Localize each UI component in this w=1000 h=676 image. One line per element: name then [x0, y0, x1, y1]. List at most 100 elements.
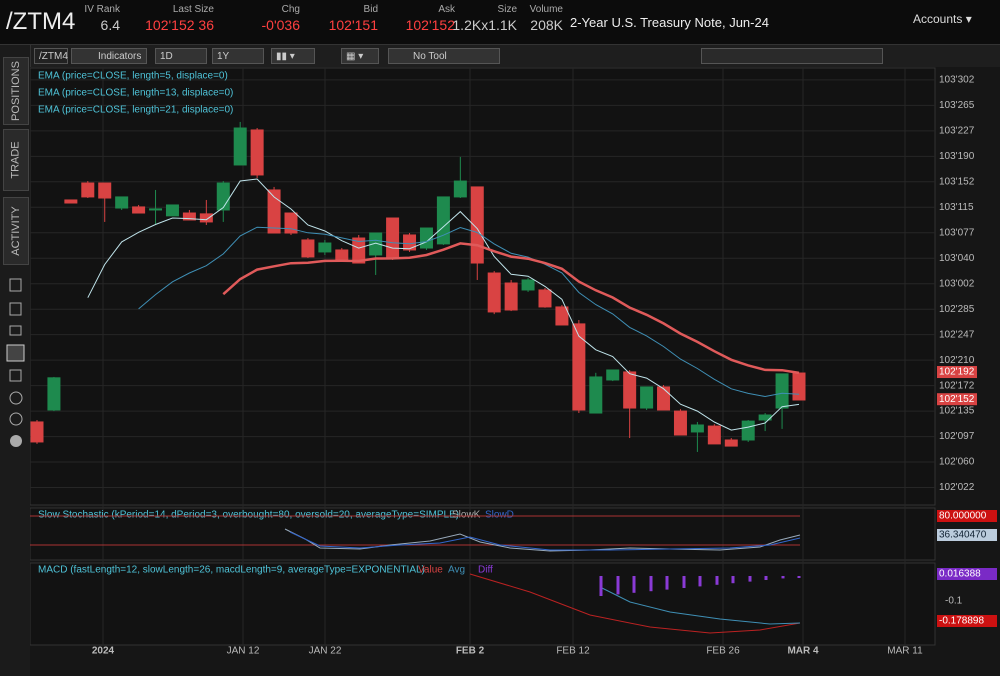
candle [115, 196, 129, 210]
icon[interactable] [9, 412, 23, 426]
tab-label[interactable]: ACTIVITY [10, 206, 23, 256]
field-label: Chg [281, 4, 300, 15]
candle [165, 204, 179, 217]
candle-body [335, 249, 349, 261]
tool-select[interactable]: No Tool [388, 48, 500, 64]
quote-field: Bid 102'151 [329, 4, 378, 33]
field-value: 208K [530, 17, 563, 33]
candle-body [64, 199, 78, 204]
candle [690, 421, 704, 452]
y-tick-label: 103'227 [939, 125, 975, 136]
icon[interactable] [9, 391, 23, 405]
icon[interactable] [9, 325, 22, 336]
candle [521, 278, 535, 292]
candle-body [640, 386, 654, 409]
sidebar-tab[interactable]: POSITIONS [3, 57, 29, 125]
stoch-tag [937, 529, 997, 541]
macd-hist [616, 576, 620, 595]
candle [487, 271, 501, 315]
candle [640, 386, 654, 410]
field-value: 102'152 [405, 17, 455, 33]
field-label: Bid [363, 4, 378, 15]
candle-body [504, 282, 518, 311]
candle-body [657, 386, 671, 411]
accounts-label[interactable]: Accounts [913, 12, 963, 26]
icon[interactable] [6, 344, 25, 362]
price-tag-label: 102'152 [939, 394, 975, 405]
candle-body [403, 234, 417, 251]
description: 2-Year U.S. Treasury Note, Jun-24 [570, 15, 769, 30]
y-tick-label: 102'097 [939, 431, 975, 442]
range-select[interactable]: 1Y [212, 48, 264, 64]
candle [284, 212, 298, 235]
field-label: Size [497, 4, 517, 15]
candle [504, 279, 518, 312]
y-tick-label: 102'135 [939, 406, 975, 417]
candle-body [301, 239, 315, 258]
y-tick-label: 103'302 [939, 75, 975, 86]
candle-body [30, 421, 44, 443]
indicators-button[interactable]: Indicators [71, 48, 147, 64]
candle-body [623, 371, 637, 409]
sidebar-tab[interactable]: ACTIVITY [3, 197, 29, 265]
sidebar-icons [6, 278, 25, 447]
candle-body [250, 129, 264, 176]
candle-body [707, 425, 721, 445]
candle [132, 204, 146, 214]
candle-body [115, 196, 129, 209]
candle [250, 128, 264, 179]
scrollbar[interactable] [701, 48, 883, 64]
icon[interactable] [9, 278, 22, 292]
candle-body [521, 279, 535, 291]
icon[interactable] [9, 369, 22, 382]
candle [199, 199, 213, 225]
y-tick-label: 102'172 [939, 380, 975, 391]
stoch-title: Slow Stochastic (kPeriod=14, dPeriod=3, … [38, 510, 459, 521]
ema-line [87, 178, 800, 431]
icon[interactable] [10, 435, 22, 447]
ema-line [138, 226, 800, 398]
y-tick-label: 103'077 [939, 227, 975, 238]
macd-hist [764, 576, 768, 580]
candle-body [216, 182, 230, 211]
style-select[interactable]: ▮▮ ▾ [271, 48, 315, 64]
accounts-button[interactable]: Accounts ▾ [913, 12, 972, 26]
stoch-legend: SlowD [485, 510, 514, 521]
candle [673, 409, 687, 436]
sidebar-tab[interactable]: TRADE [3, 129, 29, 191]
y-tick-label: 102'247 [939, 329, 975, 340]
price-tag [937, 366, 977, 379]
candle-body [182, 212, 196, 221]
price-tag [937, 393, 977, 406]
candle [623, 369, 637, 439]
tab-label[interactable]: TRADE [10, 141, 22, 179]
candle [352, 234, 366, 264]
icon[interactable] [9, 302, 22, 316]
header: /ZTM4 IV Rank 6.4 Last Size 102'152 36 Chg -0… [0, 0, 1000, 45]
candle [30, 419, 44, 444]
toolbar-symbol[interactable]: /ZTM4 [34, 48, 68, 64]
symbol[interactable]: /ZTM4 [6, 8, 76, 35]
quote-field: Volume 208K [530, 4, 563, 33]
stoch-panel [30, 507, 936, 561]
y-tick-label: 103'115 [939, 202, 974, 213]
macd-hist [731, 576, 735, 584]
tab-label[interactable]: POSITIONS [10, 61, 22, 121]
field-label: IV Rank [84, 4, 120, 15]
field-value: 102'151 [328, 17, 378, 33]
macd-tag [937, 615, 997, 627]
y-tick-label: 102'285 [939, 304, 975, 315]
candle-body [572, 323, 586, 411]
candle-body [165, 204, 179, 217]
macd-hist [665, 576, 669, 590]
candle-body [792, 372, 806, 401]
candle [98, 182, 112, 222]
study-label: EMA (price=CLOSE, length=13, displace=0) [38, 88, 233, 99]
macd-hist [781, 576, 785, 579]
candle [538, 288, 552, 308]
x-tick-label: JAN 12 [227, 646, 260, 657]
period-select[interactable]: 1D [155, 48, 207, 64]
candle-body [538, 289, 552, 308]
candle [318, 239, 332, 255]
drawing-select[interactable]: ▦ ▾ [341, 48, 379, 64]
